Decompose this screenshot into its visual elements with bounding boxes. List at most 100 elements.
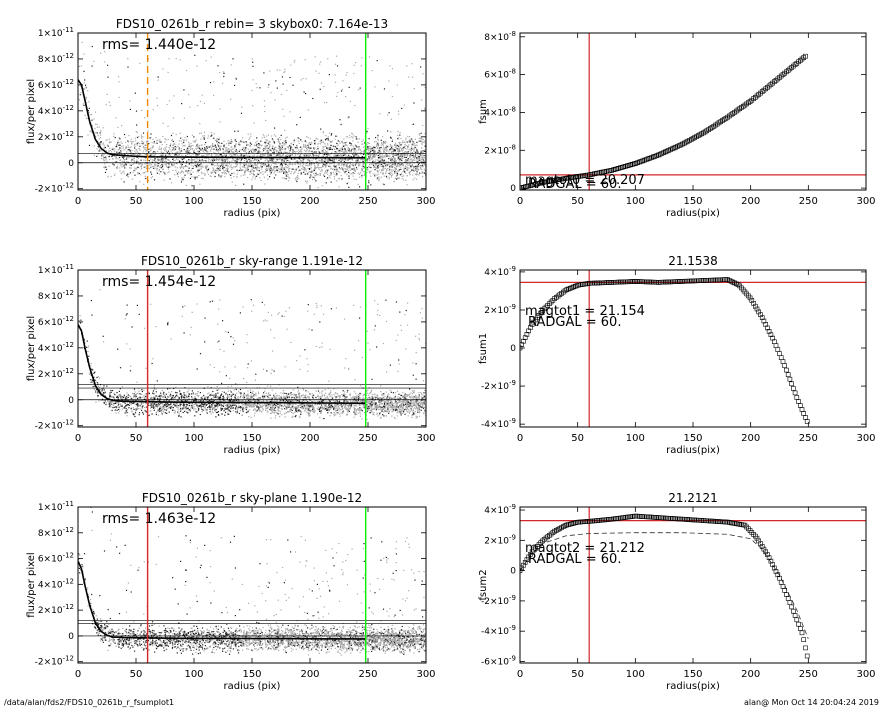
y-tick-label: 1×10-11 bbox=[38, 263, 74, 276]
y-tick-label: 2×10-12 bbox=[38, 130, 74, 143]
x-tick-label: 200 bbox=[300, 669, 319, 680]
y-tick-label: 6×10-8 bbox=[484, 68, 516, 81]
x-tick-label: 0 bbox=[75, 196, 81, 207]
y-tick-label: 8×10-12 bbox=[38, 526, 74, 539]
y-tick-label: 0 bbox=[68, 632, 74, 642]
rms-label: rms= 1.463e-12 bbox=[102, 511, 216, 527]
y-tick-label: -6×10-9 bbox=[481, 654, 516, 667]
x-axis-label: radius(pix) bbox=[666, 208, 720, 219]
plot-frame bbox=[519, 269, 867, 428]
x-tick-label: 250 bbox=[799, 433, 818, 444]
x-tick-label: 50 bbox=[571, 433, 584, 444]
x-tick-label: 100 bbox=[184, 433, 203, 444]
y-tick-label: 0 bbox=[510, 567, 516, 577]
x-tick-label: 0 bbox=[75, 433, 81, 444]
y-axis-label: flux/per pixel bbox=[26, 552, 37, 617]
x-axis-label: radius(pix) bbox=[666, 445, 720, 456]
plot-frame bbox=[519, 32, 867, 191]
y-axis-label: flux/per pixel bbox=[26, 79, 37, 144]
x-tick-label: 100 bbox=[184, 669, 203, 680]
y-tick-label: 2×10-12 bbox=[38, 367, 74, 380]
x-tick-label: 100 bbox=[184, 196, 203, 207]
chart-title: 21.1538 bbox=[668, 254, 718, 268]
x-tick-label: 250 bbox=[799, 196, 818, 207]
plot-area bbox=[78, 270, 426, 427]
x-tick-label: 200 bbox=[300, 196, 319, 207]
rms-label: rms= 1.454e-12 bbox=[102, 274, 216, 290]
x-tick-label: 300 bbox=[416, 669, 435, 680]
y-tick-label: 8×10-12 bbox=[38, 289, 74, 302]
x-tick-label: 50 bbox=[571, 669, 584, 680]
y-tick-label: 4×10-8 bbox=[484, 105, 516, 118]
x-tick-label: 100 bbox=[626, 669, 645, 680]
y-tick-label: -2×10-9 bbox=[481, 379, 516, 392]
y-tick-label: -2×10-12 bbox=[35, 182, 74, 195]
curve-markers bbox=[520, 53, 808, 190]
profile-line bbox=[78, 324, 366, 405]
curve-markers bbox=[520, 277, 810, 424]
y-tick-label: 0 bbox=[510, 344, 516, 354]
x-tick-label: 0 bbox=[517, 669, 523, 680]
footer-timestamp: alan@ Mon Oct 14 20:04:24 2019 bbox=[744, 698, 879, 707]
y-tick-label: -2×10-9 bbox=[481, 594, 516, 607]
x-tick-label: 200 bbox=[741, 433, 760, 444]
plot-frame bbox=[519, 506, 867, 664]
x-axis-label: radius (pix) bbox=[224, 208, 281, 219]
x-tick-label: 300 bbox=[856, 669, 875, 680]
footer-file-path: /data/alan/fds2/FDS10_0261b_r_fsumplot1 bbox=[4, 698, 175, 707]
magtot-label: magtot1 = 21.154 bbox=[525, 304, 645, 319]
x-tick-label: 0 bbox=[75, 669, 81, 680]
scatter-points bbox=[78, 507, 426, 656]
x-tick-label: 300 bbox=[416, 433, 435, 444]
x-tick-label: 300 bbox=[856, 433, 875, 444]
y-tick-label: 6×10-12 bbox=[38, 78, 74, 91]
x-tick-label: 50 bbox=[571, 196, 584, 207]
x-tick-label: 50 bbox=[130, 669, 143, 680]
x-axis-label: radius (pix) bbox=[224, 445, 281, 456]
x-tick-label: 100 bbox=[626, 433, 645, 444]
y-tick-label: 4×10-12 bbox=[38, 341, 74, 354]
y-tick-label: 4×10-12 bbox=[38, 577, 74, 590]
y-tick-label: 6×10-12 bbox=[38, 315, 74, 328]
x-tick-label: 250 bbox=[358, 433, 377, 444]
scatter-points bbox=[78, 41, 426, 189]
radgal-label: RADGAL = 60. bbox=[528, 177, 621, 192]
x-tick-label: 0 bbox=[517, 196, 523, 207]
scatter-points bbox=[78, 270, 426, 421]
magtot-label: magtot0 = 20.207 bbox=[525, 173, 645, 188]
x-tick-label: 250 bbox=[799, 669, 818, 680]
y-tick-label: 6×10-12 bbox=[38, 552, 74, 565]
y-tick-label: 8×10-8 bbox=[484, 30, 516, 43]
y-tick-label: 2×10-12 bbox=[38, 603, 74, 616]
x-tick-label: 150 bbox=[242, 433, 261, 444]
plot-area bbox=[78, 507, 426, 663]
y-tick-label: -2×10-12 bbox=[35, 419, 74, 432]
x-tick-label: 150 bbox=[683, 196, 702, 207]
y-tick-label: 0 bbox=[68, 159, 74, 169]
y-tick-label: -4×10-9 bbox=[481, 624, 516, 637]
plot-area bbox=[520, 270, 866, 427]
x-tick-label: 150 bbox=[242, 196, 261, 207]
curve-markers bbox=[520, 513, 810, 659]
radgal-label: RADGAL = 60. bbox=[528, 315, 621, 330]
y-tick-label: 2×10-9 bbox=[484, 303, 516, 316]
magtot-label: magtot2 = 21.212 bbox=[525, 541, 645, 556]
y-tick-label: 1×10-11 bbox=[38, 500, 74, 513]
y-tick-label: -2×10-12 bbox=[35, 655, 74, 668]
chart-profile-2: rms= 1.454e-12 0 50 100 150 200 250 300 -2×10-12… bbox=[26, 254, 436, 456]
chart-title: 21.2121 bbox=[668, 491, 718, 505]
plot-area bbox=[78, 33, 426, 190]
chart-title: FDS10_0261b_r sky-range 1.191e-12 bbox=[141, 254, 363, 268]
y-axis-label: flux/per pixel bbox=[26, 316, 37, 381]
chart-profile-1: rms= 1.440e-12 0 50 100 150 200 250 300 -2×10-12… bbox=[26, 17, 436, 219]
chart-title: FDS10_0261b_r sky-plane 1.190e-12 bbox=[142, 491, 362, 505]
chart-profile-3: rms= 1.463e-12 0 50 100 150 200 250 300 -2×10-12… bbox=[26, 491, 436, 692]
radgal-label: RADGAL = 60. bbox=[528, 552, 621, 567]
y-tick-label: 4×10-9 bbox=[484, 265, 516, 278]
y-tick-label: -4×10-9 bbox=[481, 417, 516, 430]
x-tick-label: 250 bbox=[358, 196, 377, 207]
